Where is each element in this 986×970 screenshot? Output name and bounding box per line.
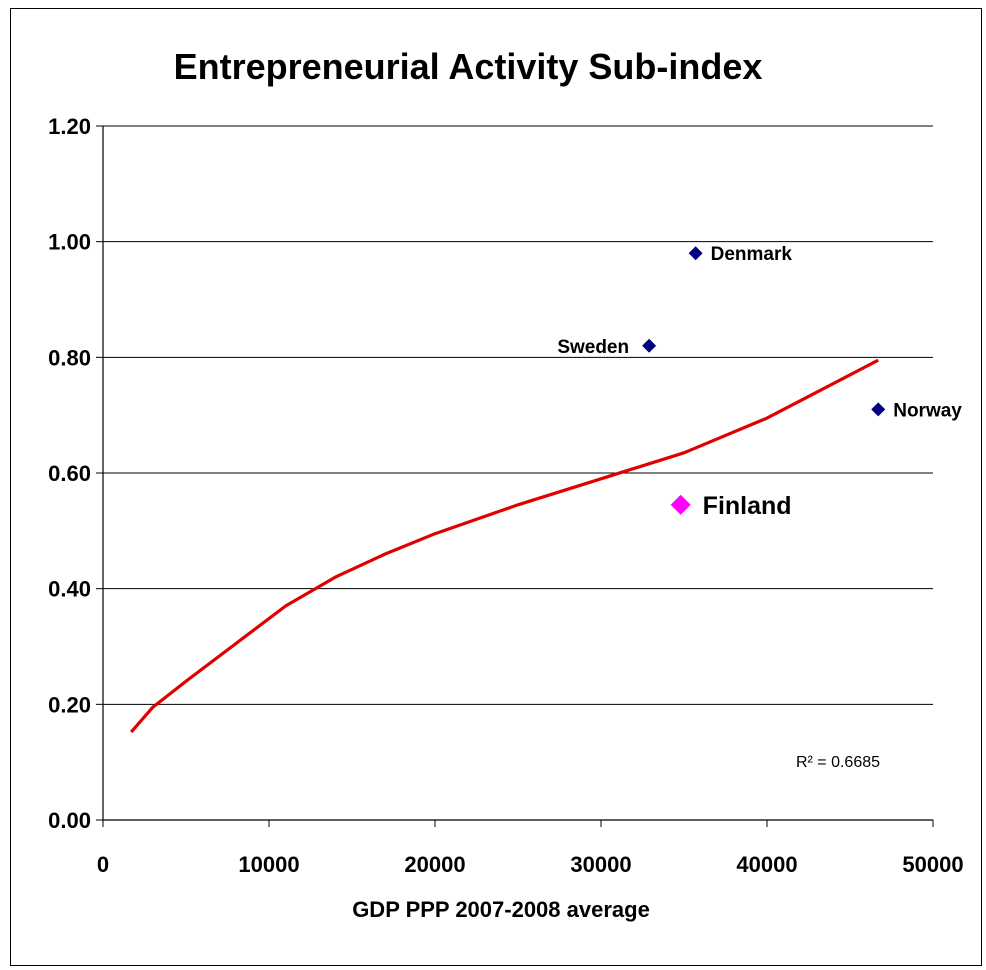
gridlines (103, 125, 933, 705)
points-layer: Denmark Sweden Norway Finland (557, 244, 962, 520)
y-tick-label: 0.40 (48, 577, 91, 602)
x-tick-label: 30000 (570, 852, 631, 877)
x-tick-label: 20000 (404, 852, 465, 877)
chart-svg: Entrepreneurial Activity Sub-index 0.000… (48, 46, 963, 922)
trendline (129, 358, 879, 734)
y-tick-label: 0.80 (48, 345, 91, 370)
point-label-norway: Norway (893, 400, 962, 421)
x-tick-label: 40000 (736, 852, 797, 877)
y-tick-label: 1.20 (48, 114, 91, 139)
point-label-sweden: Sweden (557, 337, 629, 358)
x-tick-label: 0 (97, 852, 109, 877)
y-tick-label: 0.00 (48, 808, 91, 833)
trendline-layer (129, 358, 879, 734)
point-norway (871, 402, 886, 417)
point-label-finland: Finland (703, 492, 792, 520)
axes: 0.00 0.20 0.40 0.60 0.80 1.00 1.20 0 10000 20000 3… (48, 114, 963, 877)
y-tick-label: 0.20 (48, 692, 91, 717)
x-tick-label: 50000 (902, 852, 963, 877)
point-finland (670, 494, 691, 515)
point-label-denmark: Denmark (711, 244, 793, 265)
y-tick-label: 0.60 (48, 461, 91, 486)
x-axis-title: GDP PPP 2007-2008 average (352, 897, 650, 922)
chart-title: Entrepreneurial Activity Sub-index (174, 46, 763, 87)
x-tick-label: 10000 (238, 852, 299, 877)
point-denmark (688, 246, 703, 261)
r-squared-label: R² = 0.6685 (796, 754, 880, 771)
point-sweden (642, 338, 657, 353)
y-tick-label: 1.00 (48, 230, 91, 255)
chart-frame: Entrepreneurial Activity Sub-index 0.00 0… (10, 8, 982, 966)
